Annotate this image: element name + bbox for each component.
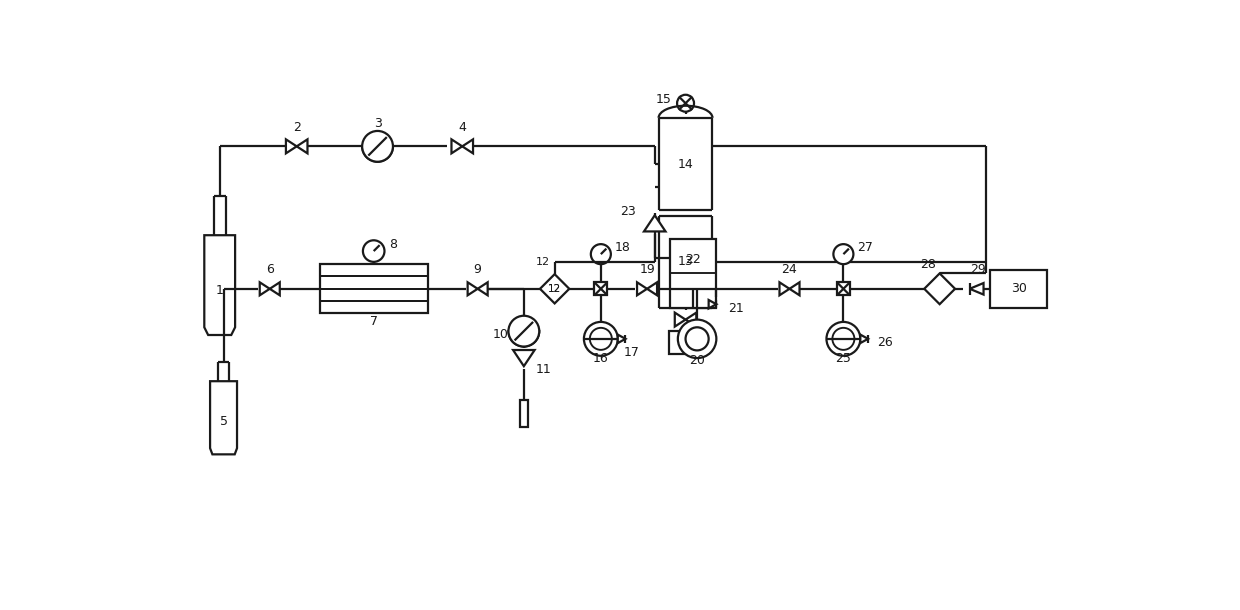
Text: 6: 6 bbox=[265, 263, 274, 276]
Polygon shape bbox=[513, 350, 534, 366]
Polygon shape bbox=[296, 139, 308, 153]
Wedge shape bbox=[362, 146, 393, 162]
Polygon shape bbox=[780, 282, 790, 295]
Polygon shape bbox=[970, 283, 983, 295]
Circle shape bbox=[826, 322, 861, 356]
Wedge shape bbox=[508, 331, 539, 346]
Circle shape bbox=[363, 240, 384, 262]
Polygon shape bbox=[210, 381, 237, 454]
Text: 2: 2 bbox=[293, 121, 300, 134]
Text: 18: 18 bbox=[615, 242, 630, 254]
Polygon shape bbox=[924, 273, 955, 304]
Bar bbox=[670, 239, 717, 308]
Text: 11: 11 bbox=[536, 363, 551, 376]
Text: 23: 23 bbox=[620, 206, 636, 218]
Text: 24: 24 bbox=[781, 263, 797, 276]
Text: 29: 29 bbox=[970, 263, 986, 276]
Text: 12: 12 bbox=[548, 284, 562, 294]
Bar bbox=[320, 264, 428, 314]
Text: 25: 25 bbox=[836, 351, 852, 365]
Bar bbox=[668, 331, 703, 354]
Text: 12: 12 bbox=[536, 257, 551, 267]
Circle shape bbox=[508, 316, 539, 346]
Text: 12: 12 bbox=[548, 284, 562, 294]
Polygon shape bbox=[463, 139, 472, 153]
Text: 15: 15 bbox=[656, 93, 672, 106]
Polygon shape bbox=[861, 335, 868, 343]
Text: 27: 27 bbox=[857, 242, 873, 254]
Bar bbox=[594, 282, 608, 295]
Text: 13: 13 bbox=[678, 256, 693, 268]
Text: 30: 30 bbox=[1011, 282, 1027, 295]
Bar bbox=[990, 270, 1048, 308]
Text: 19: 19 bbox=[639, 263, 655, 276]
Polygon shape bbox=[205, 235, 236, 335]
Polygon shape bbox=[637, 282, 647, 295]
Text: 21: 21 bbox=[728, 301, 744, 315]
Circle shape bbox=[584, 322, 618, 356]
Text: 20: 20 bbox=[689, 354, 706, 367]
Polygon shape bbox=[270, 282, 280, 295]
Polygon shape bbox=[647, 282, 657, 295]
Circle shape bbox=[362, 131, 393, 162]
Text: 17: 17 bbox=[624, 346, 640, 359]
Circle shape bbox=[590, 328, 611, 350]
Circle shape bbox=[832, 328, 854, 350]
Text: 7: 7 bbox=[370, 315, 378, 328]
Text: 1: 1 bbox=[216, 284, 223, 296]
Text: 16: 16 bbox=[593, 351, 609, 365]
Circle shape bbox=[590, 244, 611, 264]
Bar bbox=[837, 282, 849, 295]
Polygon shape bbox=[451, 139, 463, 153]
Polygon shape bbox=[477, 282, 487, 295]
Text: 9: 9 bbox=[474, 263, 481, 276]
Text: 26: 26 bbox=[877, 336, 893, 349]
Polygon shape bbox=[790, 282, 800, 295]
Circle shape bbox=[678, 320, 717, 358]
Text: 22: 22 bbox=[686, 253, 701, 266]
Polygon shape bbox=[644, 215, 666, 231]
Polygon shape bbox=[675, 312, 686, 326]
Circle shape bbox=[677, 95, 694, 112]
Circle shape bbox=[833, 244, 853, 264]
Text: 8: 8 bbox=[389, 239, 397, 251]
Text: 10: 10 bbox=[492, 329, 508, 342]
Polygon shape bbox=[541, 274, 569, 303]
Polygon shape bbox=[467, 282, 477, 295]
Text: 14: 14 bbox=[678, 157, 693, 171]
Text: 3: 3 bbox=[373, 117, 382, 130]
Text: 28: 28 bbox=[920, 257, 936, 271]
Bar bbox=[520, 400, 528, 428]
Polygon shape bbox=[708, 300, 717, 309]
Polygon shape bbox=[259, 282, 270, 295]
Text: 5: 5 bbox=[219, 415, 228, 428]
Polygon shape bbox=[618, 335, 625, 343]
Polygon shape bbox=[686, 312, 697, 326]
Text: 4: 4 bbox=[459, 121, 466, 134]
Polygon shape bbox=[286, 139, 296, 153]
Circle shape bbox=[686, 328, 708, 350]
